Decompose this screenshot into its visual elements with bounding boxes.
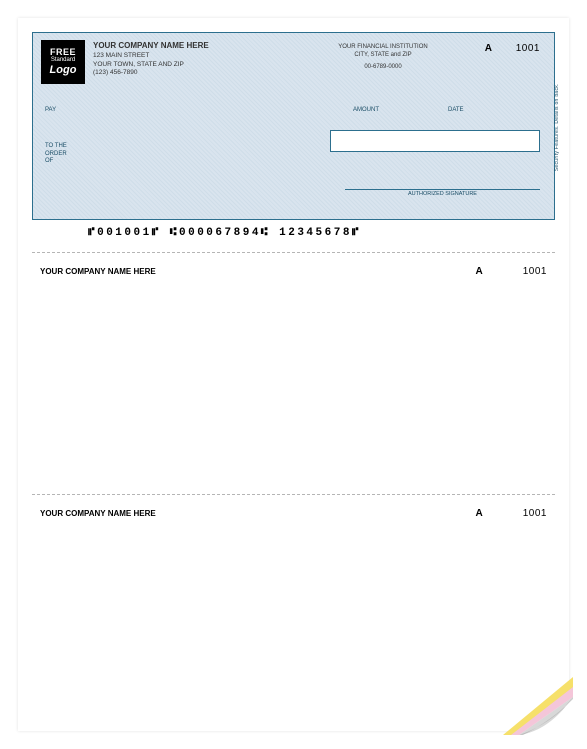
perforation-2 <box>32 494 555 495</box>
to-the-order-of-label: TO THE ORDER OF <box>45 143 67 166</box>
stub-2: YOUR COMPANY NAME HERE A 1001 <box>40 508 547 519</box>
bank-city-line: CITY, STATE and ZIP <box>308 51 458 59</box>
micr-line: ⑈001001⑈ ⑆000067894⑆ 12345678⑈ <box>88 227 361 239</box>
stub-1: YOUR COMPANY NAME HERE A 1001 <box>40 266 547 277</box>
signature-line: AUTHORIZED SIGNATURE <box>345 189 540 197</box>
company-street: 123 MAIN STREET <box>93 52 209 61</box>
stub1-check-number: 1001 <box>523 266 547 277</box>
stub1-company-name: YOUR COMPANY NAME HERE <box>40 267 476 276</box>
page-curl-icon <box>503 677 573 735</box>
stub2-check-number: 1001 <box>523 508 547 519</box>
logo-line-free: FREE <box>41 47 85 57</box>
check-page: FREE Standard Logo YOUR COMPANY NAME HER… <box>18 18 569 731</box>
pay-label: PAY <box>45 107 56 113</box>
perforation-1 <box>32 252 555 253</box>
logo-line-logo: Logo <box>41 64 85 77</box>
bank-routing: 00-6789-0000 <box>308 63 458 71</box>
security-features-text: Security Features. Details on back. <box>554 83 560 171</box>
company-address-block: YOUR COMPANY NAME HERE 123 MAIN STREET Y… <box>93 41 209 78</box>
date-label: DATE <box>448 107 464 113</box>
company-city-zip: YOUR TOWN, STATE AND ZIP <box>93 61 209 70</box>
amount-box <box>330 130 540 152</box>
bank-block: YOUR FINANCIAL INSTITUTION CITY, STATE a… <box>308 43 458 71</box>
bank-name: YOUR FINANCIAL INSTITUTION <box>308 43 458 51</box>
company-name: YOUR COMPANY NAME HERE <box>93 41 209 52</box>
logo-line-standard: Standard <box>41 57 85 64</box>
stub1-series-letter: A <box>476 266 483 277</box>
company-phone: (123) 456-7890 <box>93 69 209 78</box>
check-panel: FREE Standard Logo YOUR COMPANY NAME HER… <box>32 32 555 220</box>
signature-label: AUTHORIZED SIGNATURE <box>408 191 477 197</box>
amount-label: AMOUNT <box>353 107 379 113</box>
check-number: 1001 <box>516 43 540 54</box>
stub2-series-letter: A <box>476 508 483 519</box>
free-logo-badge: FREE Standard Logo <box>41 40 85 84</box>
check-series-letter: A <box>485 43 492 54</box>
stub2-company-name: YOUR COMPANY NAME HERE <box>40 509 476 518</box>
